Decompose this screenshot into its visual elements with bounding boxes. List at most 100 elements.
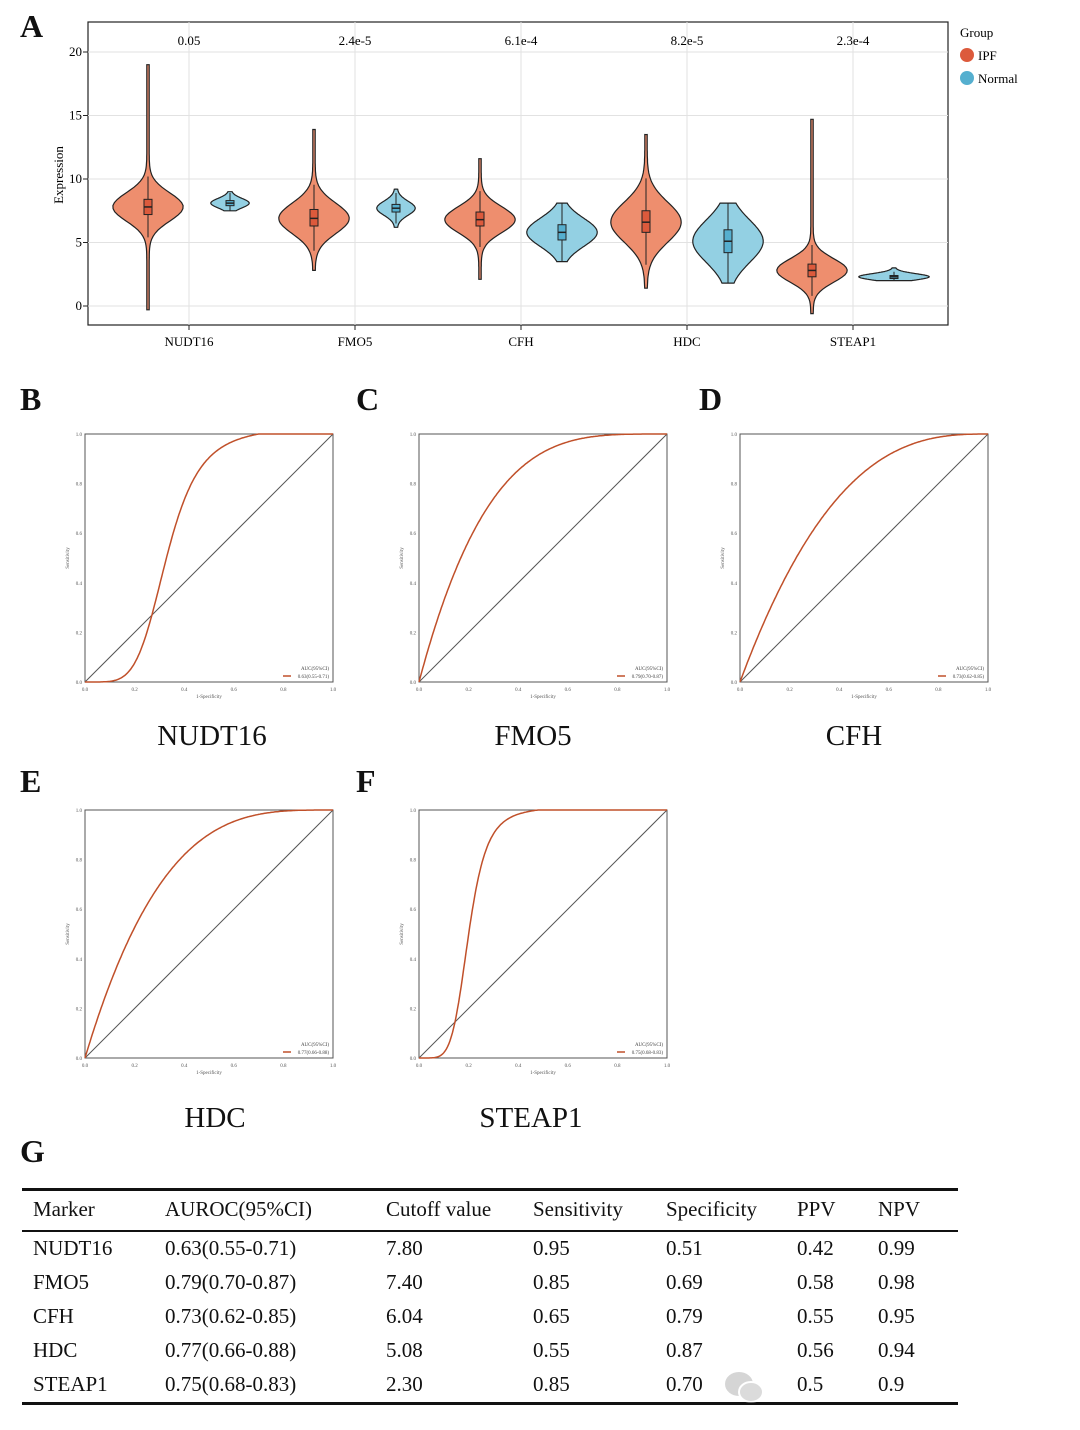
table-cell: 0.55 [797, 1304, 834, 1328]
y-axis-label: Sensitivity [66, 547, 71, 569]
table-cell: NUDT16 [33, 1236, 113, 1260]
roc-legend-title: AUC(95%CI) [956, 667, 984, 672]
y-tick-label: 0.4 [410, 582, 417, 587]
x-tick-label: 0.2 [465, 1064, 472, 1069]
roc-curve [739, 433, 988, 683]
table-cell: 6.04 [386, 1304, 423, 1328]
table-cell: 0.9 [867, 1368, 958, 1405]
x-tick-label: 0.6 [231, 1064, 238, 1069]
table-cell: HDC [33, 1338, 78, 1362]
table-row: HDC 0.77(0.66-0.88) 5.08 0.55 0.87 0.56 0.94 [22, 1334, 958, 1368]
col-header: Sensitivity [522, 1188, 655, 1232]
x-axis-label: 1-Specificity [530, 695, 556, 700]
x-tick-label: 0.4 [181, 688, 188, 693]
legend-title: Group [960, 25, 993, 40]
y-tick-label: 15 [69, 108, 82, 123]
y-tick-label: 0.0 [410, 681, 417, 686]
y-tick-label: 0.2 [76, 1007, 83, 1012]
roc-diagonal [739, 433, 989, 683]
x-tick-label: 0.0 [737, 688, 744, 693]
x-tick-label: 1.0 [664, 1064, 671, 1069]
x-tick-label: 0.0 [416, 1064, 423, 1069]
x-tick-label: 1.0 [985, 688, 992, 693]
y-tick-label: 0.8 [76, 859, 83, 864]
table-cell: 0.95 [533, 1236, 570, 1260]
table-cell: 2.30 [375, 1368, 522, 1405]
table-cell: 0.70 [655, 1368, 786, 1405]
table-cell: 7.80 [386, 1236, 423, 1260]
marker-table: Marker AUROC(95%CI) Cutoff value Sensiti… [22, 1188, 958, 1405]
table-cell: 0.56 [797, 1338, 834, 1362]
roc-legend-title: AUC(95%CI) [635, 1043, 663, 1048]
table-cell: 7.40 [386, 1270, 423, 1294]
table-cell: 0.77(0.66-0.88) [165, 1338, 297, 1362]
y-tick-label: 0.8 [76, 483, 83, 488]
roc-title-fmo5: FMO5 [494, 720, 572, 752]
y-tick-label: 20 [69, 44, 82, 59]
x-tick-label: 0.0 [82, 1064, 89, 1069]
roc-title-hdc: HDC [184, 1102, 246, 1134]
table-cell: FMO5 [33, 1270, 90, 1294]
x-tick-label: 0.2 [131, 1064, 138, 1069]
roc-curve [419, 809, 667, 1059]
roc-title-nudt16: NUDT16 [157, 720, 267, 752]
x-tick-label: 0.4 [515, 688, 522, 693]
legend-label-ipf: IPF [978, 48, 997, 63]
table-cell: 0.94 [878, 1338, 915, 1362]
roc-legend-auc: 0.63(0.55-0.71) [298, 675, 330, 680]
roc-legend-auc: 0.77(0.66-0.88) [298, 1051, 330, 1056]
y-tick-label: 0.8 [410, 483, 417, 488]
y-axis-label: Sensitivity [400, 547, 405, 569]
y-tick-label: 0.0 [76, 681, 83, 686]
y-tick-label: 10 [69, 171, 82, 186]
y-tick-label: 5 [76, 235, 83, 250]
roc-curve [85, 433, 333, 683]
x-tick-label: 1.0 [330, 1064, 337, 1069]
table-cell: 0.98 [878, 1270, 915, 1294]
table-row: NUDT16 0.63(0.55-0.71) 7.80 0.95 0.51 0.42 0.9… [22, 1231, 958, 1266]
y-axis-label: Sensitivity [721, 547, 726, 569]
table-cell: 0.55 [533, 1338, 570, 1362]
table-cell: 0.95 [878, 1304, 915, 1328]
x-tick-label: 0.4 [836, 688, 843, 693]
col-header: PPV [786, 1188, 867, 1232]
y-tick-label: 0.4 [731, 582, 738, 587]
panel-label-g: G [20, 1133, 45, 1169]
roc-legend-title: AUC(95%CI) [301, 1043, 329, 1048]
y-tick-label: 0.4 [76, 582, 83, 587]
y-tick-label: 1.0 [76, 809, 83, 814]
legend-marker-normal [960, 71, 974, 85]
y-tick-label: 0.0 [410, 1057, 417, 1062]
y-tick-label: 0.8 [410, 859, 417, 864]
table-cell: 0.42 [797, 1236, 834, 1260]
y-tick-label: 0.6 [410, 532, 417, 537]
plot-frame [87, 21, 949, 326]
col-header: Specificity [655, 1188, 786, 1232]
y-tick-label: 0.2 [731, 631, 738, 636]
y-axis-label: Expression [51, 146, 66, 204]
y-tick-label: 0.0 [731, 681, 738, 686]
wechat-watermark-icon [725, 1372, 764, 1403]
col-header: AUROC(95%CI) [154, 1188, 375, 1232]
panel-label-f: F [356, 763, 376, 799]
x-tick-label: 0.6 [886, 688, 893, 693]
roc-frame [84, 809, 334, 1059]
roc-diagonal [418, 809, 668, 1059]
y-tick-label: 0.6 [76, 532, 83, 537]
table-cell: 0.79(0.70-0.87) [165, 1270, 297, 1294]
roc-legend-title: AUC(95%CI) [301, 667, 329, 672]
x-tick-label: FMO5 [338, 334, 373, 349]
x-tick-label: 0.8 [280, 1064, 287, 1069]
roc-legend-auc: 0.79(0.70-0.87) [632, 675, 664, 680]
p-value-label: 0.05 [178, 33, 201, 48]
roc-diagonal [84, 809, 334, 1059]
charts-canvas: 0 5 10 15 20 NUDT16 0.05 FMO5 2.4e-5 CFH 6.1e-4 HDC… [51, 21, 1018, 1076]
roc-legend-title: AUC(95%CI) [635, 667, 663, 672]
table-cell: 5.08 [386, 1338, 423, 1362]
x-tick-label: NUDT16 [164, 334, 214, 349]
roc-curve [418, 433, 667, 683]
roc-diagonal [418, 433, 668, 683]
x-tick-label: 0.6 [231, 688, 238, 693]
roc-title-steap1: STEAP1 [479, 1102, 583, 1134]
y-tick-label: 0.4 [76, 958, 83, 963]
